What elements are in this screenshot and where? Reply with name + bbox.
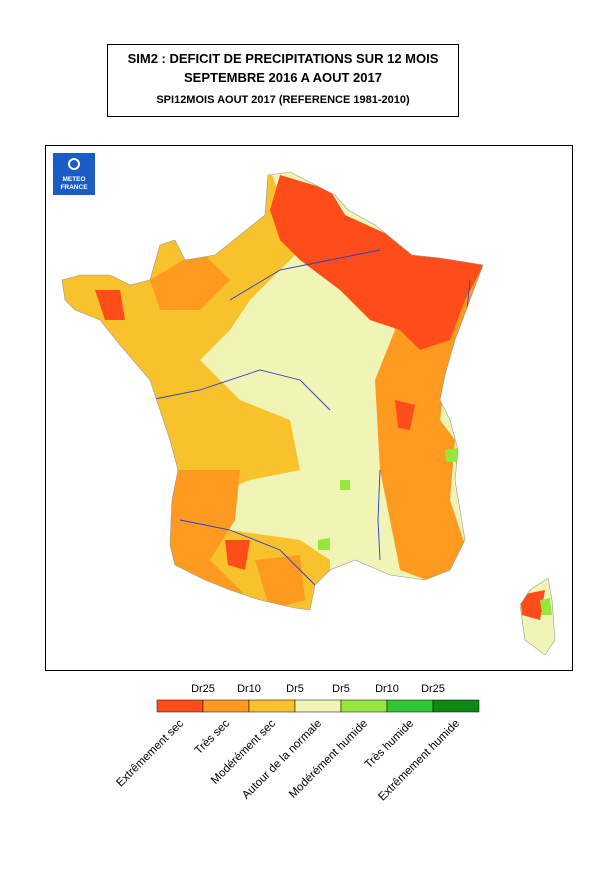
legend-swatch — [202, 699, 250, 713]
extreme-dry-area — [270, 175, 485, 350]
title-box — [107, 44, 459, 117]
threshold-label: Dr5 — [332, 683, 350, 695]
river — [377, 469, 381, 561]
threshold-label: Dr10 — [237, 683, 261, 695]
logo-icon — [68, 158, 80, 170]
threshold-label: Dr25 — [421, 683, 445, 695]
threshold-label: Dr5 — [286, 683, 304, 695]
legend-swatch — [156, 699, 204, 713]
logo-text: FRANCE — [60, 184, 88, 191]
legend-swatch — [248, 699, 296, 713]
threshold-label: Dr10 — [375, 683, 399, 695]
river — [229, 249, 381, 301]
legend-swatch — [340, 699, 388, 713]
coastline — [61, 171, 556, 656]
legend-swatch — [294, 699, 342, 713]
legend-swatch — [386, 699, 434, 713]
river — [179, 519, 321, 591]
river — [149, 369, 331, 411]
very-dry-area — [150, 250, 305, 610]
legend-swatch — [432, 699, 480, 713]
title-line: SEPTEMBRE 2016 A AOUT 2017 — [184, 70, 382, 85]
title-line: SIM2 : DEFICIT DE PRECIPITATIONS SUR 12 … — [128, 51, 439, 66]
logo-text: METEO — [62, 176, 85, 183]
dry-area — [62, 172, 330, 620]
threshold-label: Dr25 — [191, 683, 215, 695]
subtitle: SPI12MOIS AOUT 2017 (REFERENCE 1981-2010… — [156, 94, 410, 106]
